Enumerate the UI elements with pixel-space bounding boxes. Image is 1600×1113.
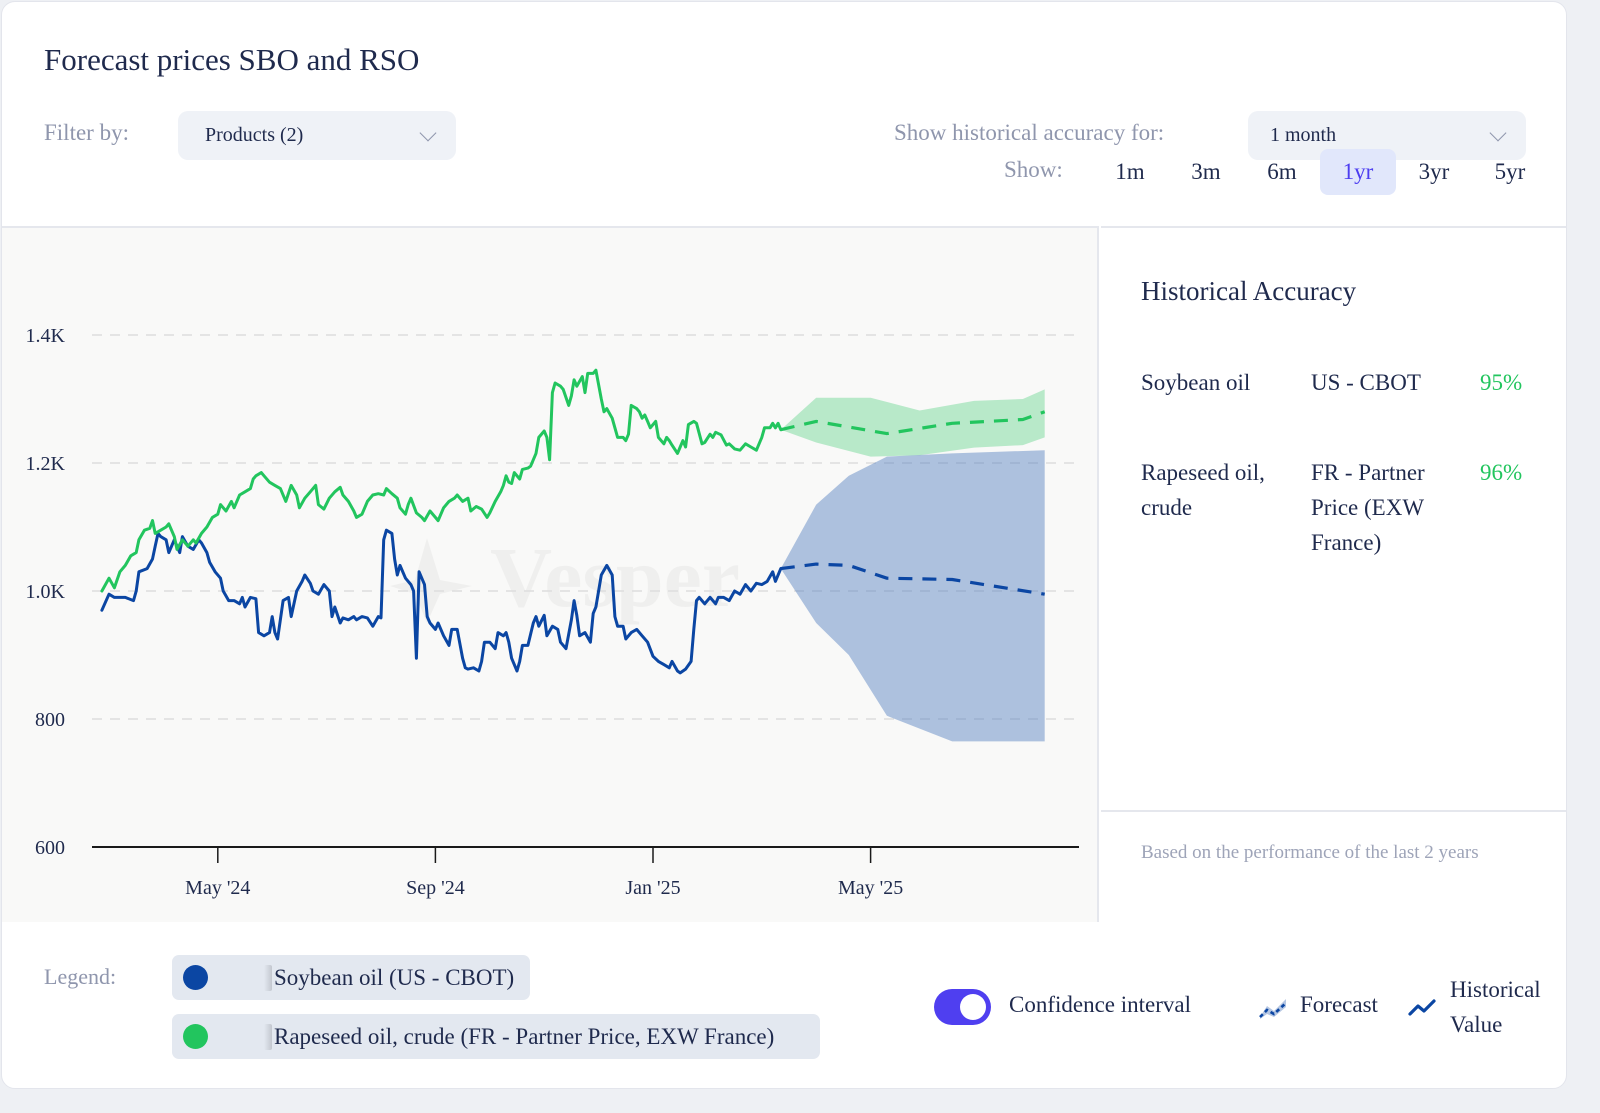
accuracy-period-value: 1 month — [1270, 124, 1337, 146]
price-chart[interactable]: Vesper 600 800 1.0K 1.2K 1.4K May '24 Sep '24 Ja… — [2, 228, 1099, 924]
y-tick-label: 600 — [35, 837, 65, 859]
range-button-5yr[interactable]: 5yr — [1494, 159, 1526, 184]
accuracy-market: US - CBOT — [1311, 370, 1421, 395]
toggle-knob — [960, 994, 986, 1020]
forecast-label: Forecast — [1300, 992, 1378, 1017]
historical-line[interactable] — [100, 368, 783, 593]
x-tick-label: May '24 — [185, 877, 250, 899]
y-tick-label: 1.0K — [26, 581, 66, 603]
y-tick-label: 800 — [35, 709, 65, 731]
accuracy-label: Show historical accuracy for: — [894, 120, 1165, 145]
filter-label: Filter by: — [44, 120, 129, 145]
accuracy-percent: 95% — [1480, 370, 1523, 395]
chevron-down-icon — [1489, 124, 1507, 141]
watermark-logo-icon — [390, 538, 472, 623]
drag-handle-icon — [264, 964, 272, 991]
page-title: Forecast prices SBO and RSO — [44, 42, 420, 77]
x-tick-label: Jan '25 — [625, 877, 680, 899]
accuracy-title: Historical Accuracy — [1141, 276, 1357, 306]
products-select-value: Products (2) — [205, 124, 304, 146]
range-button-1yr[interactable]: 1yr — [1320, 149, 1396, 195]
forecast-card: Forecast prices SBO and RSO Filter by: P… — [1, 1, 1567, 1089]
watermark: Vesper — [390, 529, 740, 625]
range-button-3yr[interactable]: 3yr — [1418, 159, 1450, 184]
range-button-1m[interactable]: 1m — [1115, 159, 1145, 184]
accuracy-market: FR - Partner Price (EXW France) — [1311, 460, 1425, 555]
range-button-3m[interactable]: 3m — [1191, 159, 1221, 184]
legend-item-label: Rapeseed oil, crude (FR - Partner Price,… — [274, 1023, 775, 1049]
range-button-6m[interactable]: 6m — [1267, 159, 1297, 184]
forecast-line[interactable] — [780, 410, 1046, 436]
historical-accuracy-panel: Historical Accuracy Soybean oil US - CBO… — [1101, 226, 1566, 922]
legend-item-label: Soybean oil (US - CBOT) — [274, 964, 515, 990]
accuracy-product: Soybean oil — [1141, 370, 1251, 395]
legend-item-soybean-oil[interactable]: Soybean oil (US - CBOT) — [172, 955, 531, 1000]
historical-value-label: Historical Value — [1450, 977, 1541, 1037]
accuracy-note: Based on the performance of the last 2 y… — [1141, 842, 1479, 863]
drag-handle-icon — [264, 1023, 272, 1050]
forecast-line[interactable] — [780, 562, 1045, 596]
y-tick-label: 1.4K — [26, 325, 66, 347]
x-tick-label: Sep '24 — [406, 877, 465, 899]
historical-value-icon — [1408, 999, 1436, 1016]
series-color-dot — [183, 1024, 208, 1049]
confidence-interval-label: Confidence interval — [1009, 992, 1192, 1017]
divider — [1101, 810, 1566, 812]
show-label: Show: — [1004, 157, 1063, 182]
products-select[interactable]: Products (2) — [178, 111, 456, 160]
forecast-icon — [1259, 999, 1287, 1019]
chevron-down-icon — [419, 124, 437, 141]
legend-item-rapeseed-oil[interactable]: Rapeseed oil, crude (FR - Partner Price,… — [172, 1014, 821, 1059]
accuracy-product: Rapeseed oil, crude — [1141, 460, 1265, 520]
confidence-band — [780, 389, 1045, 457]
historical-line[interactable] — [100, 528, 783, 675]
y-tick-label: 1.2K — [26, 453, 66, 475]
chart-area: Vesper 600 800 1.0K 1.2K 1.4K May '24 Sep '24 Ja… — [2, 226, 1099, 922]
legend-label: Legend: — [44, 964, 117, 989]
confidence-interval-toggle[interactable] — [934, 989, 991, 1025]
confidence-band — [780, 450, 1045, 742]
accuracy-percent: 96% — [1480, 460, 1523, 485]
x-tick-label: May '25 — [838, 877, 903, 899]
series-color-dot — [183, 965, 208, 990]
